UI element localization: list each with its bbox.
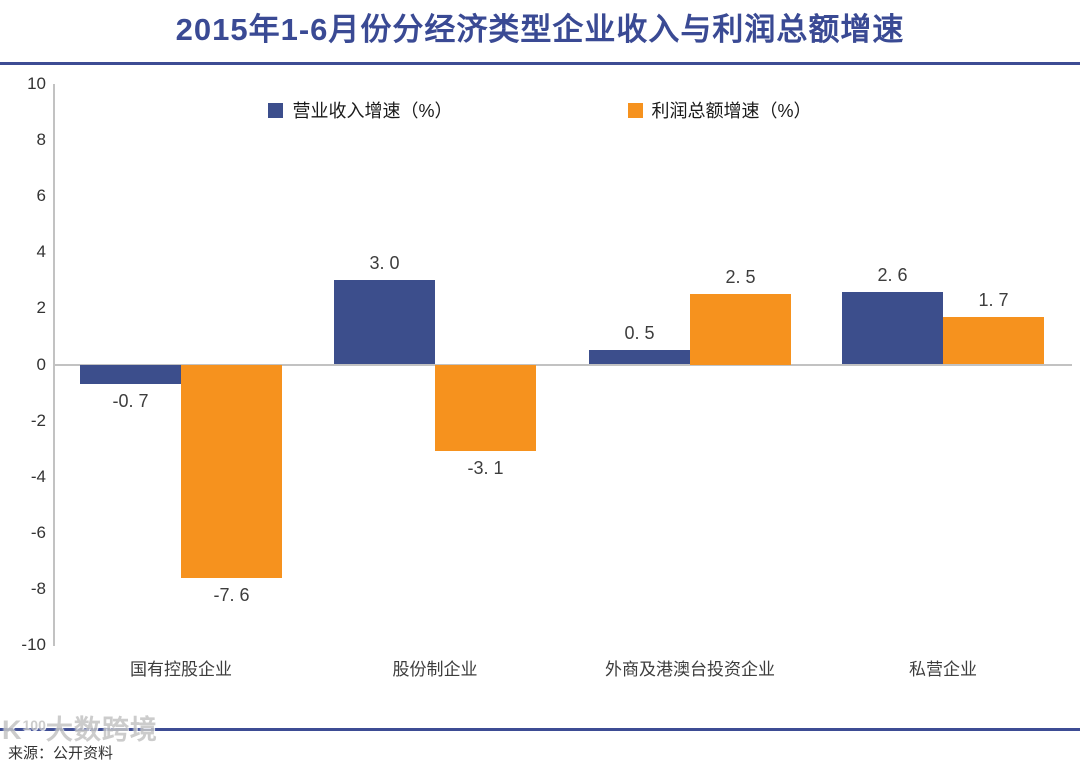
bar-value-label: -3. 1 <box>467 458 504 479</box>
bar-value-label: -7. 6 <box>213 584 250 605</box>
title-divider-line <box>0 62 1080 65</box>
y-tick-label: -10 <box>21 635 46 654</box>
category-label: 国有控股企业 <box>130 660 232 679</box>
bar-revenue-1 <box>334 280 435 365</box>
footer-divider-line <box>0 728 1080 731</box>
legend-item-revenue: 营业收入增速（%） <box>268 97 453 123</box>
legend-item-profit: 利润总额增速（%） <box>627 97 812 123</box>
bar-value-label: 1. 7 <box>978 289 1009 310</box>
bar-profit-2 <box>690 294 791 365</box>
bar-value-label: -0. 7 <box>112 391 149 412</box>
bar-revenue-3 <box>842 291 943 365</box>
watermark-text: 大数跨境 <box>45 715 158 745</box>
y-tick-label: 8 <box>36 130 46 150</box>
y-tick-label: 0 <box>36 354 46 374</box>
watermark-prefix: K <box>2 715 23 745</box>
source-note: 来源：公开资料 <box>8 745 114 762</box>
category-label: 股份制企业 <box>392 660 478 679</box>
chart-legend: 营业收入增速（%） 利润总额增速（%） <box>0 97 1080 123</box>
bar-revenue-2 <box>589 350 690 365</box>
bar-value-label: 2. 6 <box>877 264 908 285</box>
legend-label-profit: 利润总额增速（%） <box>651 101 812 121</box>
bar-value-label: 0. 5 <box>624 323 655 344</box>
zero-baseline <box>53 363 1072 366</box>
watermark-logo: K100大数跨境 <box>2 708 158 747</box>
bar-value-label: 3. 0 <box>369 253 400 274</box>
bar-profit-3 <box>943 316 1044 365</box>
category-label: 外商及港澳台投资企业 <box>605 660 775 679</box>
y-tick-label: 10 <box>27 74 46 93</box>
bar-revenue-0 <box>80 364 181 385</box>
legend-swatch-revenue-icon <box>268 102 284 118</box>
y-tick-label: 4 <box>36 242 46 262</box>
bar-profit-1 <box>435 364 536 452</box>
y-tick-label: 2 <box>36 298 46 318</box>
y-tick-label: -6 <box>30 522 46 542</box>
watermark-superscript: 100 <box>22 717 46 733</box>
bar-value-label: 2. 5 <box>725 267 756 288</box>
y-tick-label: -4 <box>30 466 46 486</box>
y-tick-label: -8 <box>30 578 46 598</box>
bar-profit-0 <box>181 364 282 578</box>
legend-swatch-profit-icon <box>627 102 643 118</box>
y-tick-label: -2 <box>30 410 46 430</box>
y-tick-label: 6 <box>36 186 46 206</box>
legend-label-revenue: 营业收入增速（%） <box>292 101 453 121</box>
category-label: 私营企业 <box>909 660 977 679</box>
page-title: 2015年1-6月份分经济类型企业收入与利润总额增速 <box>175 12 905 47</box>
